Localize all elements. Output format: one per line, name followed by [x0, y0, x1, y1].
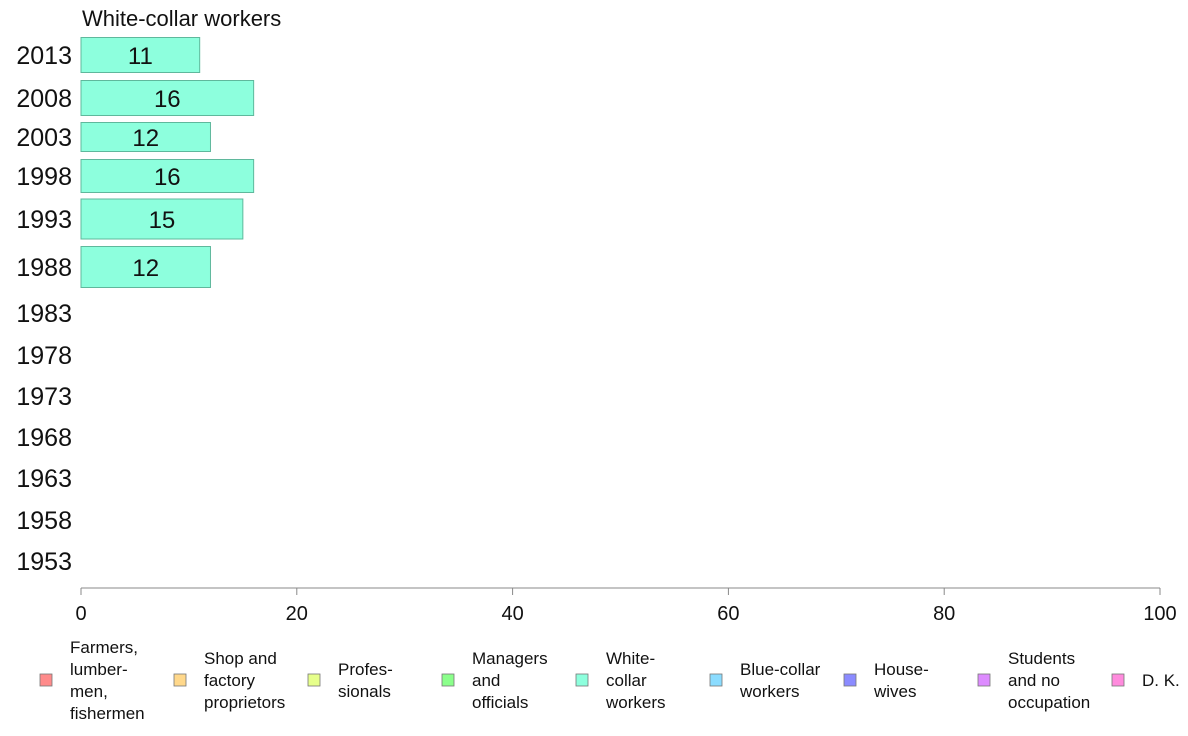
- legend-swatch: [977, 673, 991, 687]
- legend-item-1: Shop and factory proprietors: [173, 649, 285, 712]
- x-tick-label-0: 0: [75, 603, 86, 625]
- y-tick-label-1958: 1958: [16, 507, 72, 535]
- y-tick-label-2008: 2008: [16, 85, 72, 113]
- data-label-2008: 16: [154, 86, 181, 113]
- bar-1993: [80, 198, 244, 240]
- legend-item-0: Farmers, lumber-men, fishermen: [39, 638, 145, 723]
- bar-2013: [80, 37, 201, 73]
- legend-label: Managers and officials: [472, 649, 548, 712]
- y-tick-label-1988: 1988: [16, 254, 72, 282]
- data-label-1998: 16: [154, 164, 181, 191]
- legend-label: Shop and factory proprietors: [204, 649, 285, 712]
- legend-swatch: [307, 673, 321, 687]
- legend-label: House-wives: [873, 660, 929, 701]
- legend-label: White-collar workers: [605, 649, 666, 712]
- legend-item-2: Profes-sionals: [307, 660, 393, 701]
- y-tick-labels: 2013 2008 2003 1998 1993 1988 1983 1978 1973 1968…: [16, 42, 72, 576]
- y-tick-label-1998: 1998: [16, 163, 72, 191]
- legend-label: D. K.: [1142, 671, 1180, 690]
- x-tick-label-80: 80: [933, 603, 955, 625]
- bars-group: [80, 37, 255, 288]
- legend-label: Profes-sionals: [338, 660, 393, 701]
- legend-swatch: [441, 673, 455, 687]
- legend-label: Blue-collar workers: [739, 660, 821, 701]
- data-label-2003: 12: [132, 125, 159, 152]
- legend-item-5: Blue-collar workers: [709, 660, 821, 701]
- x-tick-label-40: 40: [501, 603, 523, 625]
- y-tick-label-1978: 1978: [16, 342, 72, 370]
- y-tick-label-1993: 1993: [16, 206, 72, 234]
- y-tick-label-2013: 2013: [16, 42, 72, 70]
- legend-swatch: [1111, 673, 1125, 687]
- legend-swatch: [575, 673, 589, 687]
- x-tick-label-100: 100: [1143, 603, 1176, 625]
- bar-2003: [80, 122, 211, 152]
- bar-1988: [80, 246, 211, 288]
- legend-swatch: [843, 673, 857, 687]
- data-label-1988: 12: [132, 255, 159, 282]
- legend-swatch: [39, 673, 53, 687]
- y-tick-label-2003: 2003: [16, 124, 72, 152]
- legend-item-3: Managers and officials: [441, 649, 548, 712]
- x-tick-label-60: 60: [717, 603, 739, 625]
- y-tick-label-1968: 1968: [16, 424, 72, 452]
- chart-title: White-collar workers: [82, 6, 281, 31]
- y-tick-label-1983: 1983: [16, 300, 72, 328]
- y-tick-label-1963: 1963: [16, 465, 72, 493]
- legend-item-8: D. K.: [1111, 671, 1180, 690]
- legend-label: Farmers, lumber-men, fishermen: [70, 638, 145, 723]
- y-tick-label-1953: 1953: [16, 548, 72, 576]
- bar-2008: [80, 80, 255, 116]
- data-label-1993: 15: [149, 207, 176, 234]
- x-tick-label-20: 20: [286, 603, 308, 625]
- legend-item-7: Students and no occupation: [977, 649, 1090, 712]
- legend: Farmers, lumber-men, fishermen Shop and fact…: [39, 638, 1180, 723]
- legend-item-6: House-wives: [843, 660, 929, 701]
- x-axis: 0 20 40 60 80 100: [75, 587, 1177, 625]
- bar-1998: [80, 159, 255, 193]
- legend-item-4: White-collar workers: [575, 649, 666, 712]
- data-label-2013: 11: [128, 43, 153, 70]
- y-tick-label-1973: 1973: [16, 383, 72, 411]
- legend-swatch: [173, 673, 187, 687]
- legend-label: Students and no occupation: [1008, 649, 1090, 712]
- legend-swatch: [709, 673, 723, 687]
